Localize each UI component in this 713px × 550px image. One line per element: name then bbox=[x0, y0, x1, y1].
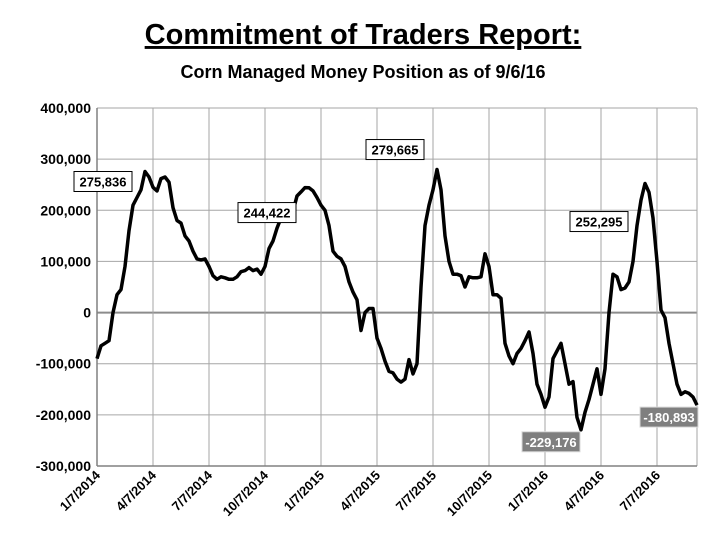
value-label-box bbox=[73, 171, 133, 193]
chart-subtitle: Corn Managed Money Position as of 9/6/16 bbox=[180, 62, 545, 82]
x-tick-label: 7/7/2015 bbox=[393, 468, 439, 514]
x-tick-label: 7/7/2016 bbox=[617, 468, 663, 514]
value-label-box bbox=[521, 431, 581, 453]
x-tick-label: 10/7/2015 bbox=[444, 468, 496, 520]
value-label-box bbox=[569, 211, 629, 233]
value-label: 275,836 bbox=[80, 175, 127, 190]
y-tick-label: 100,000 bbox=[40, 253, 91, 269]
x-tick-label: 4/7/2016 bbox=[561, 468, 607, 514]
data-line bbox=[95, 167, 699, 432]
value-label-box bbox=[365, 139, 425, 161]
x-tick-label: 4/7/2015 bbox=[337, 468, 383, 514]
value-label-box bbox=[237, 202, 297, 224]
y-tick-label: 300,000 bbox=[40, 151, 91, 167]
y-tick-label: -100,000 bbox=[36, 356, 91, 372]
value-label: 252,295 bbox=[576, 215, 623, 230]
value-label: -180,893 bbox=[643, 410, 694, 425]
value-label-box bbox=[639, 406, 699, 428]
value-label: -229,176 bbox=[525, 435, 576, 450]
y-tick-label: 200,000 bbox=[40, 202, 91, 218]
x-tick-label: 4/7/2014 bbox=[113, 467, 160, 514]
x-tick-label: 1/7/2014 bbox=[57, 467, 104, 514]
y-tick-label: 0 bbox=[83, 305, 91, 321]
x-tick-label: 7/7/2014 bbox=[169, 467, 216, 514]
x-tick-label: 1/7/2016 bbox=[505, 468, 551, 514]
y-tick-label: -300,000 bbox=[36, 458, 91, 474]
x-tick-label: 1/7/2015 bbox=[281, 468, 327, 514]
y-tick-label: -200,000 bbox=[36, 407, 91, 423]
y-tick-label: 400,000 bbox=[40, 100, 91, 116]
chart-title: Commitment of Traders Report: bbox=[145, 19, 582, 51]
value-label: 244,422 bbox=[244, 206, 291, 221]
value-label: 279,665 bbox=[372, 143, 419, 158]
x-tick-label: 10/7/2014 bbox=[220, 467, 272, 519]
